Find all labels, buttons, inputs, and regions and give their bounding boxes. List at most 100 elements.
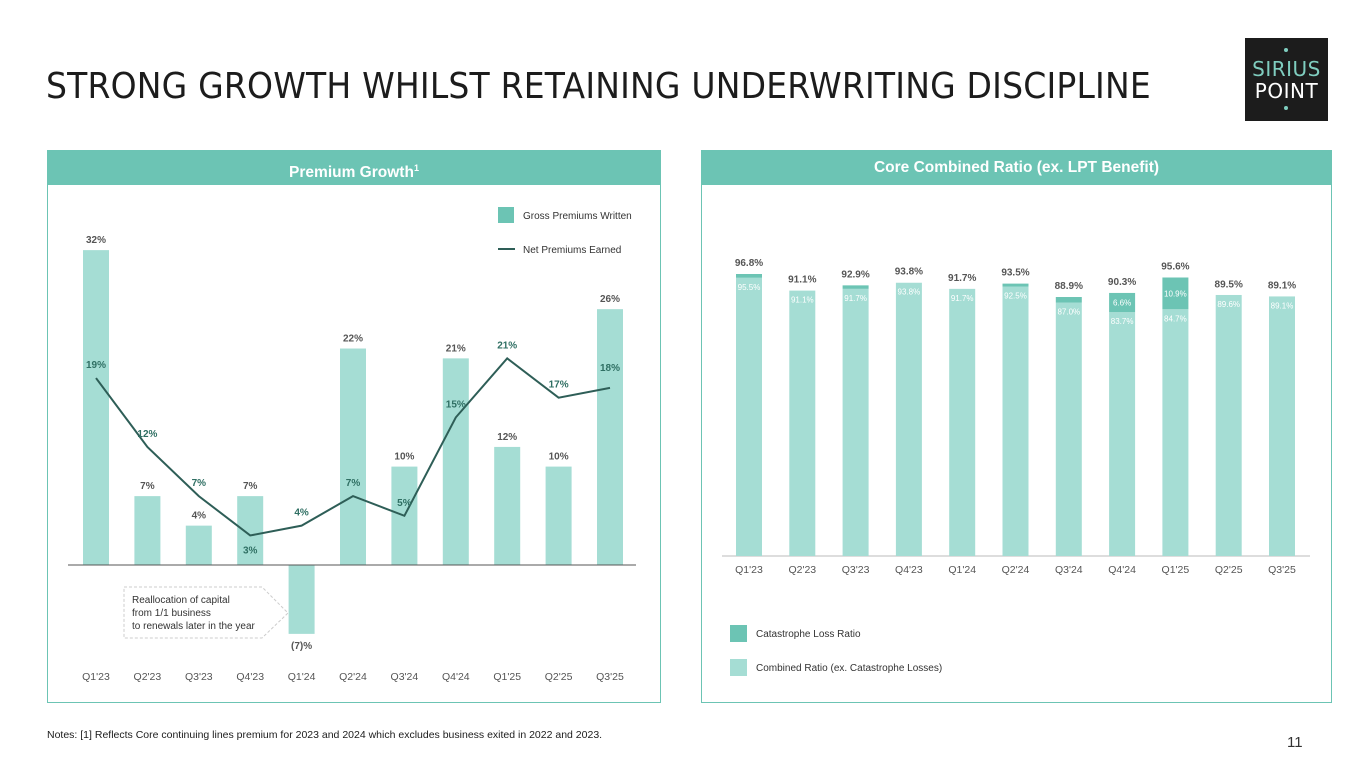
gpw-bar: [134, 496, 161, 565]
annotation-text: Reallocation of capital: [132, 595, 230, 606]
legend-cat-swatch: [730, 625, 747, 642]
total-label: 88.9%: [1055, 281, 1083, 292]
x-tick-label: Q4'23: [895, 564, 923, 576]
gpw-data-label: 7%: [243, 481, 258, 492]
npe-data-label: 7%: [192, 478, 207, 489]
combined-ratio-chart: 95.5% 91.1% 91.7% 93.8% 91.7% 92.5% 87.0% 83.7%…: [722, 258, 1310, 676]
gpw-data-label: 10%: [549, 452, 569, 463]
gpw-data-label: 12%: [497, 432, 517, 443]
combined-ratio-bar: [895, 282, 922, 556]
total-label: 93.5%: [1001, 268, 1029, 279]
logo-line1: SIRIUS: [1252, 57, 1321, 81]
npe-data-label: 5%: [397, 498, 412, 509]
combined-ratio-label: 91.7%: [951, 294, 974, 303]
cat-loss-bar: [1055, 297, 1082, 303]
gpw-data-label: 22%: [343, 334, 363, 345]
combined-ratio-bar: [949, 288, 976, 556]
combined-ratio-bar: [789, 290, 816, 556]
total-label: 89.1%: [1268, 280, 1296, 291]
x-tick-label: Q4'24: [442, 671, 470, 683]
combined-ratio-bar: [1109, 312, 1136, 556]
notes: Notes: [1] Reflects Core continuing line…: [47, 729, 603, 741]
combined-ratio-label: 89.1%: [1271, 301, 1294, 310]
npe-data-label: 19%: [86, 360, 106, 371]
annotation-callout: [123, 586, 289, 639]
cat-loss-label: 6.6%: [1113, 299, 1131, 308]
combined-ratio-bar: [842, 288, 869, 556]
gpw-data-label: 21%: [446, 343, 466, 354]
combined-ratio-label: 91.1%: [791, 296, 814, 305]
combined-ratio-bar: [1215, 294, 1242, 556]
combined-ratio-label: 93.8%: [898, 288, 921, 297]
premium-growth-panel: Premium Growth1 32% 7% 4% 7% (7)% 22% 10% 21% 12…: [47, 150, 661, 703]
page-number: 11: [1287, 734, 1303, 751]
gpw-bar: [545, 466, 572, 565]
annotation-text: to renewals later in the year: [132, 621, 256, 632]
gpw-data-label: (7)%: [291, 641, 312, 652]
x-tick-label: Q3'24: [1055, 564, 1083, 576]
x-tick-label: Q2'24: [1002, 564, 1030, 576]
gpw-bar: [494, 446, 521, 565]
annotation-text: from 1/1 business: [132, 608, 211, 619]
cat-loss-bar: [1162, 277, 1189, 310]
combined-ratio-header: Core Combined Ratio (ex. LPT Benefit): [702, 151, 1331, 185]
total-label: 90.3%: [1108, 277, 1136, 288]
x-tick-label: Q2'25: [545, 671, 573, 683]
combined-ratio-label: 84.7%: [1164, 314, 1187, 323]
total-label: 92.9%: [841, 269, 869, 280]
npe-data-label: 12%: [137, 429, 157, 440]
footnote-mark: 1: [413, 163, 419, 173]
logo-line2: POINT: [1254, 79, 1319, 103]
legend-base-swatch: [730, 659, 747, 676]
premium-growth-header: Premium Growth1: [48, 151, 660, 185]
cat-loss-bar: [736, 274, 762, 278]
npe-data-label: 4%: [294, 508, 309, 519]
gpw-data-label: 4%: [192, 511, 207, 522]
combined-ratio-label: 89.6%: [1217, 300, 1240, 309]
x-tick-label: Q2'23: [788, 564, 816, 576]
x-tick-label: Q1'25: [1162, 564, 1190, 576]
gpw-bar: [185, 525, 212, 565]
x-tick-label: Q2'25: [1215, 564, 1243, 576]
combined-ratio-label: 83.7%: [1111, 317, 1134, 326]
gpw-bar: [83, 250, 109, 565]
gpw-data-label: 32%: [86, 235, 106, 246]
total-label: 91.1%: [788, 275, 816, 286]
x-tick-label: Q4'24: [1108, 564, 1136, 576]
x-tick-label: Q1'23: [735, 564, 763, 576]
x-tick-label: Q1'23: [82, 671, 110, 683]
combined-ratio-label: 91.7%: [844, 294, 867, 303]
combined-ratio-bar: [1269, 296, 1295, 556]
x-tick-label: Q2'23: [134, 671, 162, 683]
gpw-bar: [237, 496, 264, 565]
total-label: 95.6%: [1161, 261, 1189, 272]
logo-dot-top: [1284, 48, 1288, 52]
npe-data-label: 17%: [549, 380, 569, 391]
premium-growth-title: Premium Growth: [289, 164, 414, 182]
cat-loss-bar: [842, 285, 869, 289]
npe-data-label: 15%: [446, 399, 466, 410]
combined-ratio-label: 95.5%: [738, 283, 761, 292]
x-tick-label: Q2'24: [339, 671, 367, 683]
gpw-bar: [288, 565, 315, 634]
x-tick-label: Q1'25: [493, 671, 521, 683]
combined-ratio-bar: [1162, 309, 1189, 556]
cat-loss-bar: [1109, 292, 1136, 313]
logo-dot-bottom: [1284, 106, 1288, 110]
npe-line: [95, 356, 611, 537]
x-tick-label: Q3'25: [1268, 564, 1296, 576]
legend-gpw-label: Gross Premiums Written: [523, 211, 632, 222]
x-tick-label: Q3'24: [391, 671, 419, 683]
gpw-bar: [597, 309, 623, 565]
total-label: 91.7%: [948, 273, 976, 284]
combined-ratio-panel: Core Combined Ratio (ex. LPT Benefit) 95…: [701, 150, 1332, 703]
combined-ratio-bar: [1055, 302, 1082, 556]
combined-ratio-bar: [736, 277, 762, 556]
x-tick-label: Q3'23: [842, 564, 870, 576]
sirius-point-logo: SIRIUS POINT: [1245, 38, 1328, 121]
combined-ratio-label: 92.5%: [1004, 292, 1027, 301]
gpw-data-label: 7%: [140, 481, 155, 492]
combined-ratio-bar: [1002, 286, 1029, 556]
total-label: 93.8%: [895, 267, 923, 278]
total-label: 96.8%: [735, 258, 763, 269]
